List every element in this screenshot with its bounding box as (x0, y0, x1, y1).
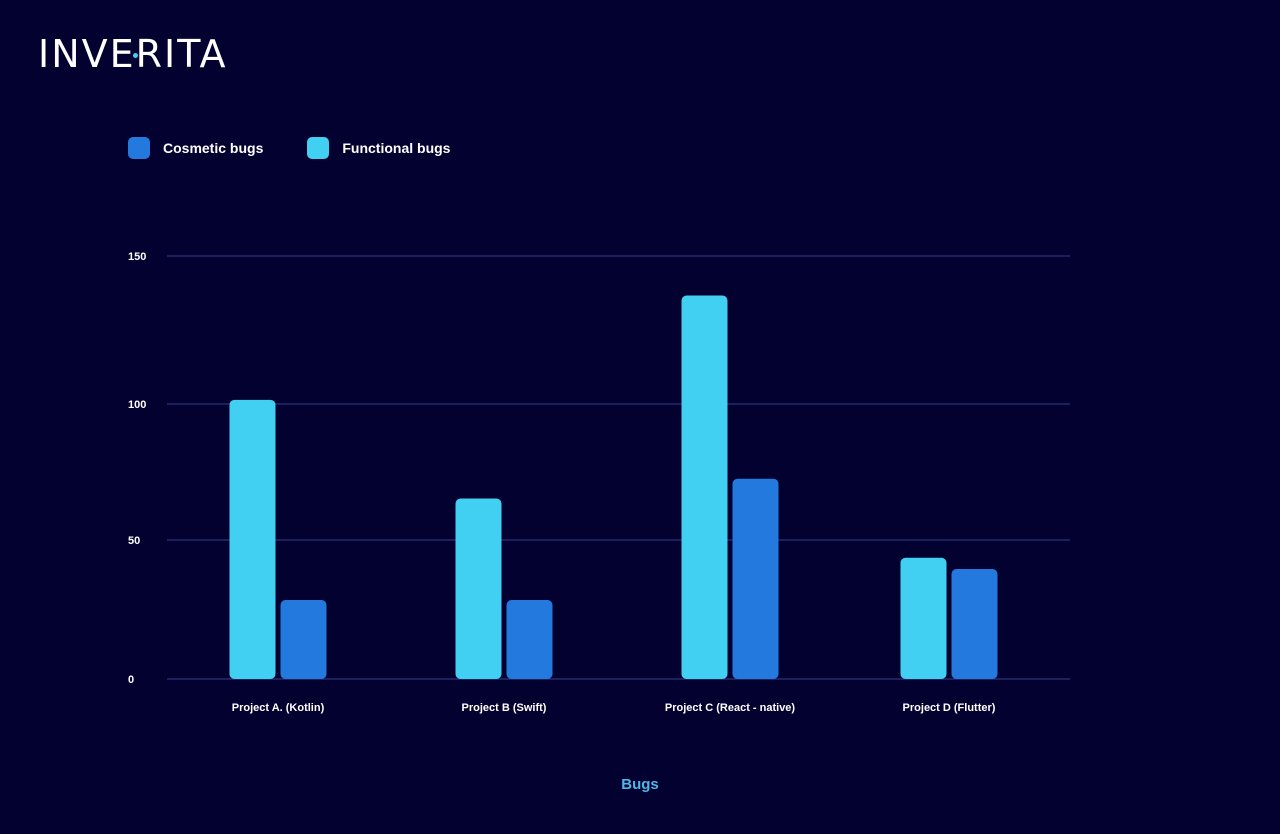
bar-cosmetic-0 (280, 600, 327, 679)
bar-functional-0 (229, 399, 276, 679)
legend-item-functional: Functional bugs (307, 137, 450, 159)
bar-cosmetic-2 (732, 478, 779, 679)
x-tick-label-2: Project C (React - native) (665, 702, 796, 714)
legend-item-cosmetic: Cosmetic bugs (128, 137, 263, 159)
bar-functional-2 (681, 295, 728, 679)
y-tick-label-100: 100 (128, 399, 146, 411)
legend-label-cosmetic: Cosmetic bugs (163, 140, 264, 156)
x-tick-label-0: Project A. (Kotlin) (232, 702, 325, 714)
x-tick-label-3: Project D (Flutter) (903, 702, 996, 714)
bar-cosmetic-1 (506, 600, 553, 679)
y-tick-label-0: 0 (128, 674, 134, 686)
y-tick-label-50: 50 (128, 535, 140, 547)
x-tick-label-1: Project B (Swift) (462, 702, 547, 714)
bar-cosmetic-3 (951, 569, 998, 679)
legend-swatch-functional (307, 137, 330, 159)
logo-dot-icon (132, 53, 138, 58)
bar-functional-3 (900, 557, 947, 679)
brand-logo: INVERITA (38, 34, 228, 74)
chart-legend: Cosmetic bugs Functional bugs (128, 137, 494, 159)
logo-text-left: INVE (38, 32, 136, 76)
bar-functional-1 (455, 498, 502, 679)
legend-swatch-cosmetic (128, 137, 150, 159)
y-tick-label-150: 150 (128, 251, 146, 263)
x-axis-title: Bugs (621, 776, 659, 793)
legend-label-functional: Functional bugs (342, 140, 451, 156)
logo-text-right: RITA (135, 32, 228, 76)
